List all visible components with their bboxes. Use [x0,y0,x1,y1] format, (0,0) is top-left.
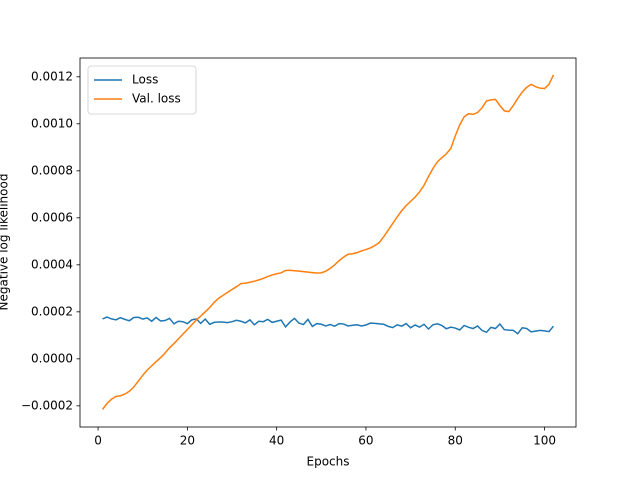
x-tick-label: 0 [94,434,102,448]
y-tick-label: 0.0010 [31,116,73,130]
legend-label: Val. loss [132,92,181,106]
x-tick-label: 100 [533,434,556,448]
x-tick-label: 40 [269,434,284,448]
plot-frame [79,57,577,428]
x-tick-label: 80 [448,434,463,448]
legend-label: Loss [132,73,158,87]
y-tick-label: 0.0002 [31,304,73,318]
legend-box [87,65,197,115]
y-tick-label: 0.0000 [31,351,73,365]
y-axis-label: Negative log likelihood [0,174,11,311]
line-series [102,316,555,335]
x-tick-label: 20 [180,434,195,448]
y-tick-label: 0.0008 [31,163,73,177]
line-series [101,74,555,410]
y-tick-label: 0.0006 [31,210,73,224]
x-axis-label: Epochs [307,455,350,469]
x-tick-label: 60 [358,434,373,448]
y-tick-label: −0.0002 [21,398,73,412]
y-tick-label: 0.0012 [31,69,73,83]
y-tick-label: 0.0004 [31,257,73,271]
